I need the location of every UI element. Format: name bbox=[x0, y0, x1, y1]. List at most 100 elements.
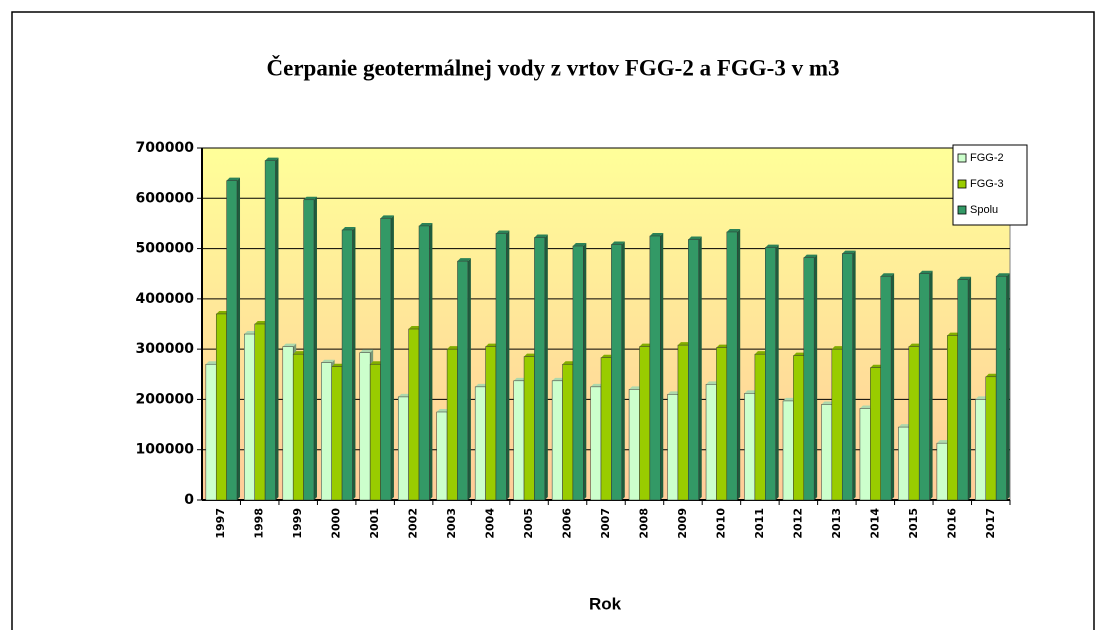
bar bbox=[215, 313, 227, 501]
legend-swatch bbox=[957, 205, 967, 215]
bar bbox=[264, 160, 276, 501]
bar-top bbox=[629, 386, 643, 390]
bar-top bbox=[726, 228, 741, 232]
bar-side bbox=[352, 226, 356, 501]
bar-side bbox=[660, 233, 664, 500]
bar-top bbox=[447, 346, 461, 350]
bar bbox=[446, 348, 458, 501]
legend-swatch bbox=[957, 179, 967, 189]
x-tick-label: 2008 bbox=[637, 508, 650, 539]
bar-top bbox=[600, 354, 615, 358]
x-tick-label: 2006 bbox=[561, 508, 574, 539]
bar bbox=[331, 366, 343, 501]
bar bbox=[947, 335, 958, 501]
bar-top bbox=[513, 377, 528, 381]
bar-side bbox=[390, 215, 394, 500]
bar-top bbox=[436, 409, 451, 412]
bar-top bbox=[380, 215, 394, 219]
bar bbox=[321, 362, 332, 501]
frame bbox=[11, 11, 1095, 630]
bar-top bbox=[205, 361, 220, 365]
bar bbox=[572, 245, 584, 501]
x-tick-label: 2016 bbox=[945, 508, 958, 539]
bar bbox=[303, 199, 315, 501]
x-tick-label: 2004 bbox=[484, 508, 497, 539]
bar bbox=[898, 426, 910, 501]
bar-side bbox=[467, 258, 471, 500]
bar-top bbox=[495, 230, 510, 234]
bar-top bbox=[649, 233, 664, 236]
x-tick-label: 2009 bbox=[676, 508, 689, 539]
bar bbox=[859, 408, 871, 501]
bar-top bbox=[667, 391, 681, 395]
bar bbox=[716, 347, 728, 501]
x-tick-label: 2014 bbox=[868, 508, 881, 539]
bar-top bbox=[457, 258, 471, 262]
bar bbox=[821, 404, 833, 501]
bar-top bbox=[475, 383, 489, 387]
x-tick-label: 2011 bbox=[753, 508, 766, 539]
bar-top bbox=[947, 332, 961, 336]
bar-top bbox=[996, 273, 1010, 277]
x-tick-label: 2007 bbox=[599, 508, 612, 539]
bar bbox=[244, 333, 255, 501]
bar bbox=[457, 260, 469, 501]
bar bbox=[667, 394, 679, 501]
bar bbox=[292, 353, 304, 501]
legend-label: Spolu bbox=[970, 204, 998, 216]
bar-side bbox=[891, 273, 895, 500]
bar bbox=[551, 380, 563, 501]
bar bbox=[936, 442, 948, 501]
bar-side bbox=[621, 241, 625, 500]
bar-top bbox=[321, 359, 335, 363]
bar bbox=[474, 386, 486, 501]
bar-top bbox=[331, 363, 346, 367]
bar bbox=[205, 363, 217, 501]
bar-top bbox=[908, 343, 923, 347]
x-tick-label: 1999 bbox=[291, 508, 304, 539]
x-tick-label: 2002 bbox=[407, 508, 420, 539]
bar-top bbox=[398, 393, 412, 397]
bar bbox=[418, 225, 430, 501]
bar-top bbox=[226, 177, 241, 181]
bar bbox=[226, 180, 238, 501]
bar-top bbox=[293, 351, 307, 355]
bar bbox=[590, 386, 602, 501]
bar bbox=[359, 352, 371, 501]
bar bbox=[870, 367, 881, 501]
bar bbox=[908, 346, 920, 501]
bar-top bbox=[552, 377, 566, 381]
x-tick-label: 2010 bbox=[714, 508, 727, 539]
bar-side bbox=[429, 222, 433, 500]
bar-top bbox=[562, 361, 576, 365]
y-tick-label: 200000 bbox=[136, 391, 195, 407]
bar-side bbox=[1006, 273, 1010, 500]
bar-top bbox=[244, 331, 258, 335]
bar-top bbox=[342, 226, 356, 230]
legend-swatch bbox=[957, 153, 967, 163]
bar bbox=[282, 346, 294, 501]
bar-top bbox=[419, 222, 433, 226]
bar bbox=[754, 353, 766, 501]
bar bbox=[880, 275, 892, 501]
bar-top bbox=[793, 352, 807, 356]
bar bbox=[380, 218, 392, 501]
bar bbox=[562, 363, 574, 501]
bar-top bbox=[782, 397, 797, 401]
bar-side bbox=[929, 270, 933, 500]
bar bbox=[841, 253, 853, 501]
bar-top bbox=[842, 250, 856, 254]
x-tick-label: 2000 bbox=[330, 508, 343, 539]
bar-top bbox=[265, 157, 279, 161]
bar bbox=[649, 235, 661, 501]
bar-side bbox=[313, 196, 317, 500]
bar bbox=[341, 229, 353, 501]
chart-title: Čerpanie geotermálnej vody z vrtov FGG-2… bbox=[267, 54, 840, 80]
bar bbox=[957, 279, 969, 501]
bar bbox=[254, 323, 266, 501]
bar-top bbox=[408, 326, 423, 330]
bar bbox=[628, 389, 640, 501]
bar bbox=[975, 399, 987, 501]
bar-top bbox=[282, 343, 297, 347]
